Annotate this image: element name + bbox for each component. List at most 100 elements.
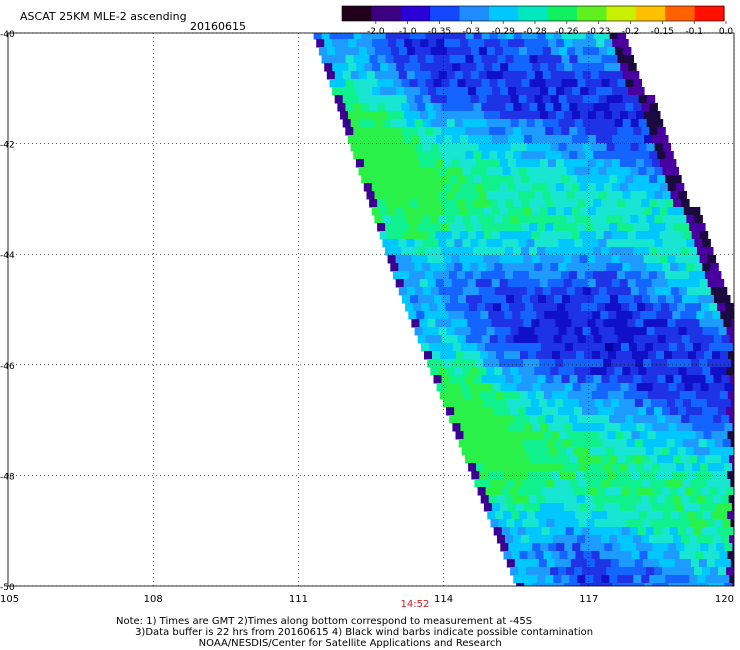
swath-cell — [694, 407, 703, 416]
swath-cell — [473, 455, 482, 464]
swath-cell — [659, 207, 669, 216]
swath-cell — [337, 79, 346, 88]
swath-cell — [497, 55, 506, 64]
swath-cell — [674, 559, 684, 568]
swath-cell — [568, 495, 578, 504]
swath-cell — [465, 375, 474, 384]
swath-cell — [489, 175, 498, 184]
swath-cell — [596, 63, 605, 72]
swath-cell — [594, 295, 603, 304]
swath-cell — [516, 39, 525, 48]
swath-cell — [476, 383, 486, 392]
swath-cell — [531, 231, 541, 240]
swath-cell — [646, 239, 655, 248]
swath-cell — [553, 175, 562, 184]
swath-cell — [350, 119, 360, 128]
swath-cell — [550, 263, 559, 272]
swath-cell — [532, 463, 541, 472]
swath-cell — [702, 287, 712, 296]
map-frame — [7, 32, 735, 587]
swath-cell — [633, 151, 642, 160]
swath-cell — [470, 263, 479, 272]
swath-cell — [496, 351, 505, 360]
swath-cell — [572, 383, 582, 392]
swath-cell — [680, 271, 690, 280]
swath-cell — [570, 519, 579, 528]
swath-cell — [488, 495, 498, 504]
swath-cell — [735, 327, 740, 336]
swath-cell — [678, 367, 687, 376]
swath-cell — [640, 311, 649, 320]
swath-cell — [412, 87, 421, 96]
swath-cell — [446, 119, 456, 128]
swath-cell — [506, 479, 515, 488]
swath-cell — [547, 503, 557, 512]
swath-cell — [646, 119, 656, 128]
swath-cell — [631, 471, 640, 480]
swath-cell — [524, 63, 533, 72]
swath-cell — [617, 151, 626, 160]
swath-cell — [410, 295, 419, 304]
swath-cell — [460, 135, 469, 144]
swath-cell — [711, 551, 720, 560]
swath-cell — [708, 463, 717, 472]
swath-cell — [579, 319, 588, 328]
swath-cell — [612, 39, 621, 48]
swath-cell — [526, 191, 535, 200]
swath-cell — [450, 399, 460, 408]
swath-cell — [567, 551, 576, 560]
swath-cell — [469, 303, 478, 312]
swath-cell — [524, 591, 533, 600]
swath-cell — [494, 71, 504, 80]
swath-cell — [473, 335, 483, 344]
swath-cell — [476, 63, 485, 72]
swath-cell — [535, 551, 544, 560]
swath-cell — [419, 231, 429, 240]
swath-cell — [520, 271, 530, 280]
swath-cell — [481, 415, 490, 424]
swath-cell — [596, 583, 605, 586]
swath-cell — [557, 303, 566, 312]
swath-cell — [521, 175, 530, 184]
swath-cell — [654, 239, 663, 248]
swath-cell — [372, 135, 381, 144]
swath-cell — [345, 55, 354, 64]
swath-cell — [557, 527, 567, 536]
swath-cell — [481, 223, 490, 232]
swath-cell — [532, 111, 541, 120]
swath-cell — [582, 567, 591, 576]
swath-cell — [374, 71, 384, 80]
swath-cell — [392, 271, 402, 280]
swath-cell — [476, 423, 485, 432]
swath-cell — [662, 167, 671, 176]
swath-cell — [498, 295, 507, 304]
swath-cell — [551, 471, 560, 480]
y-tick-label: -42 — [0, 141, 15, 151]
swath-cell — [601, 335, 611, 344]
swath-cell — [345, 127, 354, 136]
swath-cell — [614, 143, 624, 152]
swath-cell — [555, 319, 564, 328]
swath-cell — [545, 103, 554, 112]
swath-cell — [578, 479, 587, 488]
swath-cell — [593, 33, 603, 40]
swath-cell — [698, 439, 708, 448]
swath-cell — [438, 191, 447, 200]
swath-cell — [537, 335, 547, 344]
swath-cell — [590, 215, 599, 224]
swath-cell — [457, 103, 466, 112]
swath-cell — [625, 127, 634, 136]
swath-cell — [636, 583, 645, 586]
swath-cell — [620, 135, 629, 144]
swath-cell — [405, 303, 414, 312]
swath-cell — [500, 63, 509, 72]
swath-cell — [446, 215, 455, 224]
swath-cell — [609, 175, 618, 184]
swath-cell — [481, 33, 491, 40]
swath-cell — [406, 95, 416, 104]
swath-cell — [515, 207, 525, 216]
swath-cell — [584, 271, 594, 280]
swath-cell — [463, 391, 473, 400]
swath-cell — [718, 407, 727, 416]
swath-cell — [709, 527, 719, 536]
